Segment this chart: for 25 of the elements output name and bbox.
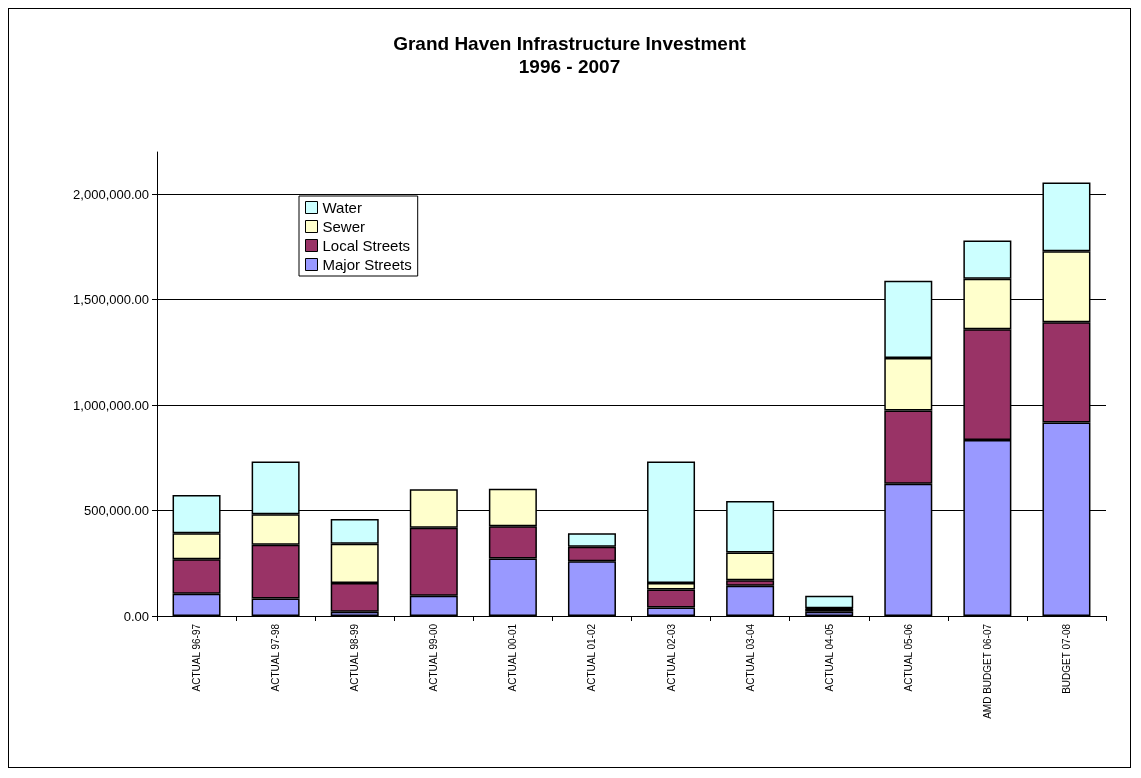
- legend-label: Water: [322, 199, 362, 216]
- x-tick-label: ACTUAL 05-06: [902, 623, 914, 692]
- chart-subtitle: 1996 - 2007: [518, 56, 621, 77]
- x-tick-label: ACTUAL 02-03: [665, 623, 677, 692]
- bar: [805, 595, 854, 609]
- chart-title: Grand Haven Infrastructure Investment: [393, 33, 747, 54]
- x-tick-label: ACTUAL 01-02: [586, 623, 598, 692]
- y-tick-label: 1,000,000.00: [73, 397, 149, 413]
- legend-label: Major Streets: [322, 256, 412, 273]
- x-tick-label: ACTUAL 00-01: [507, 623, 519, 692]
- y-tick-label: 1,500,000.00: [73, 292, 149, 308]
- x-tick-label: BUDGET 07-08: [1060, 623, 1072, 694]
- legend-label: Local Streets: [322, 237, 411, 254]
- x-tick-label: ACTUAL 96-97: [191, 623, 203, 692]
- x-tick-label: AMD BUDGET 06-07: [981, 623, 993, 719]
- y-tick-label: 500,000.00: [83, 503, 149, 519]
- y-tick-label: 0.00: [123, 608, 149, 624]
- legend-label: Sewer: [322, 218, 366, 235]
- y-tick-label: 2,000,000.00: [73, 186, 149, 202]
- x-tick-label: ACTUAL 04-05: [823, 623, 835, 692]
- x-tick-label: ACTUAL 99-00: [428, 623, 440, 692]
- x-tick-label: ACTUAL 98-99: [349, 623, 361, 692]
- x-tick-label: ACTUAL 03-04: [744, 623, 756, 692]
- x-tick-label: ACTUAL 97-98: [270, 623, 282, 692]
- bar: [805, 611, 854, 616]
